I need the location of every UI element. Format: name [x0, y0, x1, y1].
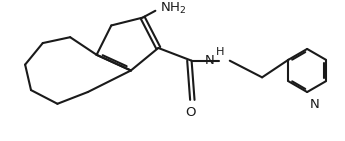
Text: H: H — [216, 47, 224, 57]
Text: O: O — [185, 106, 196, 119]
Text: N: N — [310, 98, 320, 111]
Text: N: N — [204, 54, 214, 67]
Text: NH$_2$: NH$_2$ — [160, 1, 187, 16]
